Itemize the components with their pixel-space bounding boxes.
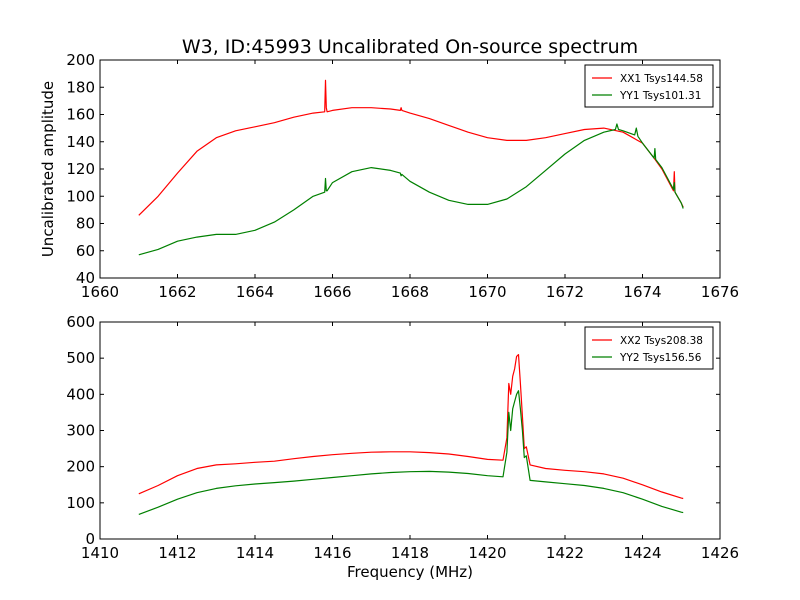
series-line-1 [138, 354, 684, 500]
x-tick-label: 1670 [468, 283, 506, 301]
top-subplot: 1660 1662 1664 1666 1668 1670 1672 1674 1676 40 60… [39, 51, 739, 301]
x-tick-label: 1676 [701, 283, 739, 301]
x-tick-label: 1418 [391, 544, 429, 562]
y-tick-label: 160 [66, 106, 95, 124]
x-tick-label: 1420 [468, 544, 506, 562]
x-tick-label: 1672 [546, 283, 584, 301]
legend-label-2: YY2 Tsys156.56 [619, 352, 702, 364]
y-tick-label: 100 [66, 187, 95, 205]
y-tick-label: 400 [66, 385, 95, 403]
legend-label-1: XX1 Tsys144.58 [620, 73, 703, 85]
x-tick-label: 1422 [546, 544, 584, 562]
legend-label-2: YY1 Tsys101.31 [619, 90, 701, 102]
y-tick-label: 80 [76, 215, 95, 233]
x-tick-label: 1412 [158, 544, 196, 562]
x-tick-label: 1668 [391, 283, 429, 301]
series-line-2 [138, 123, 684, 256]
legend-box [584, 64, 714, 108]
y-tick-label: 200 [66, 51, 95, 69]
x-tick-label: 1426 [701, 544, 739, 562]
y-tick-label: 60 [76, 242, 95, 260]
legend-label-1: XX2 Tsys208.38 [620, 335, 703, 347]
legend: XX2 Tsys208.38 YY2 Tsys156.56 [584, 326, 714, 370]
y-tick-label: 140 [66, 133, 95, 151]
x-tick-label: 1674 [623, 283, 661, 301]
legend-box [584, 326, 714, 370]
x-tick-label: 1660 [81, 283, 119, 301]
y-tick-label: 200 [66, 458, 95, 476]
chart-title: W3, ID:45993 Uncalibrated On-source spec… [182, 36, 638, 58]
y-tick-label: 120 [66, 160, 95, 178]
x-tick-label: 1666 [313, 283, 351, 301]
x-tick-label: 1414 [236, 544, 274, 562]
y-tick-label: 500 [66, 349, 95, 367]
y-tick-label: 180 [66, 78, 95, 96]
series-line-2 [138, 390, 684, 515]
x-tick-label: 1410 [81, 544, 119, 562]
y-tick-label: 300 [66, 422, 95, 440]
bottom-subplot: 1410 1412 1414 1416 1418 1420 1422 1424 1426 0 100… [66, 313, 739, 581]
x-axis-label: Frequency (MHz) [347, 563, 473, 581]
x-tick-label: 1416 [313, 544, 351, 562]
x-tick-label: 1662 [158, 283, 196, 301]
y-axis-label: Uncalibrated amplitude [39, 81, 57, 257]
x-tick-label: 1424 [623, 544, 661, 562]
y-tick-label: 40 [76, 269, 95, 287]
y-tick-label: 100 [66, 494, 95, 512]
y-tick-label: 600 [66, 313, 95, 331]
legend: XX1 Tsys144.58 YY1 Tsys101.31 [584, 64, 714, 108]
y-tick-label: 0 [85, 530, 95, 548]
x-tick-label: 1664 [236, 283, 274, 301]
